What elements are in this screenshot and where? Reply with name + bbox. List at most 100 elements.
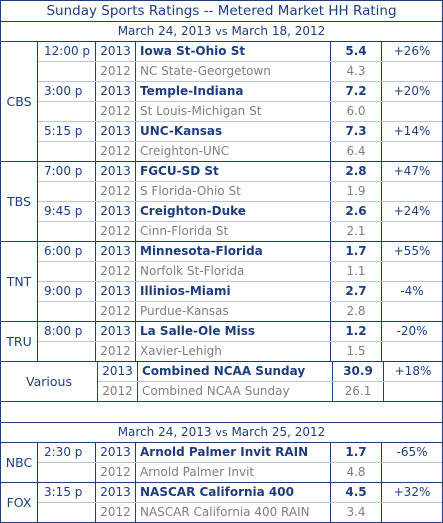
table-row: 2012 Cinn-Florida St 2.1 [38, 221, 442, 241]
rating-cell: 26.1 [333, 382, 384, 401]
game-cell: Arnold Palmer Invit RAIN [136, 443, 331, 462]
network-group: CBS 12:00 p 2013 Iowa St-Ohio St 5.4 +26% 2012… [1, 42, 442, 162]
table-row: 2013 Combined NCAA Sunday 30.9 +18% [98, 362, 442, 381]
network-group: FOX 3:15 p 2013 NASCAR California 400 4.5 +32… [1, 483, 442, 523]
year-cell: 2012 [96, 463, 136, 482]
section-spacer [1, 402, 442, 423]
table-row: 8:00 p 2013 La Salle-Ole Miss 1.2 -20% [38, 322, 442, 341]
change-cell: +47% [393, 164, 431, 178]
network-rows: 3:15 p 2013 NASCAR California 400 4.5 +32% 20… [38, 483, 442, 522]
rating-cell: 5.4 [331, 42, 382, 61]
change-cell [384, 382, 442, 401]
network-group: TRU 8:00 p 2013 La Salle-Ole Miss 1.2 -20% 201… [1, 322, 442, 362]
network-rows: 8:00 p 2013 La Salle-Ole Miss 1.2 -20% 2012 Xa… [38, 322, 442, 361]
time-cell [38, 503, 96, 522]
time-cell: 9:45 p [38, 202, 96, 221]
rating-cell: 4.3 [331, 62, 382, 81]
change-cell: +20% [393, 84, 431, 98]
rating-cell: 30.9 [333, 362, 384, 381]
network-label: TRU [1, 322, 38, 361]
change-cell [382, 182, 442, 201]
game-cell: La Salle-Ole Miss [136, 322, 331, 341]
game-cell: Creighton-UNC [136, 142, 331, 161]
rating-cell: 1.2 [331, 322, 382, 341]
time-cell: 2:30 p [38, 443, 96, 462]
time-cell: 9:00 p [38, 282, 96, 301]
year-cell: 2013 [98, 362, 138, 381]
table-row: 2:30 p 2013 Arnold Palmer Invit RAIN 1.7 -65… [38, 443, 442, 462]
table-row: 2012 Arnold Palmer Invit 4.8 [38, 462, 442, 482]
table-row: 9:00 p 2013 Illinios-Miami 2.7 -4% [38, 281, 442, 301]
game-cell: Combined NCAA Sunday [138, 382, 333, 401]
game-cell: Cinn-Florida St [136, 222, 331, 241]
year-cell: 2012 [96, 142, 136, 161]
rating-cell: 2.8 [331, 162, 382, 181]
date-current: March 24, 2013 [117, 425, 212, 439]
change-cell: -20% [396, 324, 428, 338]
year-cell: 2013 [96, 202, 136, 221]
change-cell [382, 62, 442, 81]
date-previous: March 25, 2012 [231, 425, 326, 439]
year-cell: 2013 [96, 82, 136, 101]
rating-cell: 1.5 [331, 342, 382, 361]
change-cell [382, 222, 442, 241]
change-cell: +32% [393, 485, 431, 499]
year-cell: 2013 [96, 42, 136, 61]
game-cell: UNC-Kansas [136, 122, 331, 141]
table-row: 2012 Norfolk St-Florida 1.1 [38, 261, 442, 281]
table-row: 2012 Combined NCAA Sunday 26.1 [98, 381, 442, 401]
rating-cell: 7.3 [331, 122, 382, 141]
game-cell: St Louis-Michigan St [136, 102, 331, 121]
game-cell: Norfolk St-Florida [136, 262, 331, 281]
game-cell: FGCU-SD St [136, 162, 331, 181]
rating-cell: 2.8 [331, 302, 382, 321]
network-rows: 2:30 p 2013 Arnold Palmer Invit RAIN 1.7 -65… [38, 443, 442, 482]
rating-cell: 1.7 [331, 443, 382, 462]
change-cell [382, 503, 442, 522]
network-group: NBC 2:30 p 2013 Arnold Palmer Invit RAIN 1.7… [1, 443, 442, 483]
game-cell: Xavier-Lehigh [136, 342, 331, 361]
change-cell [382, 463, 442, 482]
time-cell [38, 182, 96, 201]
rating-cell: 3.4 [331, 503, 382, 522]
network-label: CBS [1, 42, 38, 161]
table-row: 2012 Creighton-UNC 6.4 [38, 141, 442, 161]
change-cell: +26% [393, 44, 431, 58]
time-cell [38, 102, 96, 121]
year-cell: 2013 [96, 322, 136, 341]
year-cell: 2012 [96, 262, 136, 281]
change-cell [382, 142, 442, 161]
table-row: 2012 NASCAR California 400 RAIN 3.4 [38, 502, 442, 522]
vs-label: vs [215, 426, 228, 439]
change-cell [382, 102, 442, 121]
change-cell [382, 342, 442, 361]
change-cell: +14% [393, 124, 431, 138]
time-cell: 7:00 p [38, 162, 96, 181]
network-label: TBS [1, 162, 38, 241]
network-group: TNT 6:00 p 2013 Minnesota-Florida 1.7 +55% 201… [1, 242, 442, 322]
change-cell: +55% [393, 244, 431, 258]
year-cell: 2012 [98, 382, 138, 401]
game-cell: NC State-Georgetown [136, 62, 331, 81]
change-cell: +18% [394, 364, 432, 378]
year-cell: 2013 [96, 162, 136, 181]
time-cell: 6:00 p [38, 242, 96, 261]
network-group: Various 2013 Combined NCAA Sunday 30.9 +18% 2… [1, 362, 442, 402]
year-cell: 2012 [96, 503, 136, 522]
time-cell [38, 142, 96, 161]
network-rows: 7:00 p 2013 FGCU-SD St 2.8 +47% 2012 S Florida… [38, 162, 442, 241]
year-cell: 2012 [96, 342, 136, 361]
time-cell: 3:15 p [38, 483, 96, 502]
change-cell: +24% [393, 204, 431, 218]
game-cell: Temple-Indiana [136, 82, 331, 101]
game-cell: NASCAR California 400 RAIN [136, 503, 331, 522]
year-cell: 2013 [96, 122, 136, 141]
rating-cell: 2.7 [331, 282, 382, 301]
network-group: TBS 7:00 p 2013 FGCU-SD St 2.8 +47% 2012 S Flor… [1, 162, 442, 242]
time-cell [38, 463, 96, 482]
table-row: 2012 NC State-Georgetown 4.3 [38, 61, 442, 81]
network-rows: 12:00 p 2013 Iowa St-Ohio St 5.4 +26% 2012 NC … [38, 42, 442, 161]
time-cell [38, 302, 96, 321]
game-cell: NASCAR California 400 [136, 483, 331, 502]
year-cell: 2012 [96, 62, 136, 81]
